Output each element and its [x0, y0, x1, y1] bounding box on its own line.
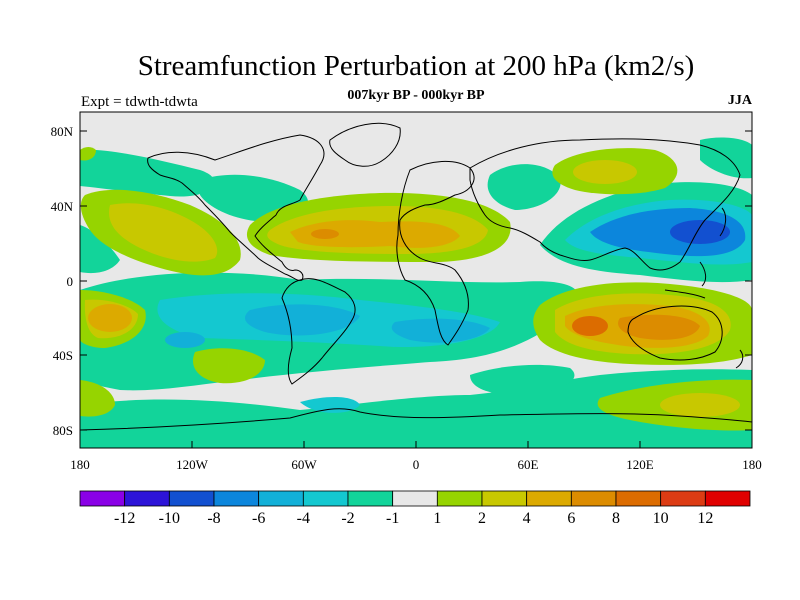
contour-australia-core [618, 314, 700, 340]
contour-south-core-1 [245, 304, 360, 336]
contour-australia-core-west [572, 316, 608, 336]
contour-south-atlantic-yellow [192, 348, 265, 384]
colorbar-label: 6 [567, 510, 575, 527]
contour-far-south [80, 369, 752, 448]
coast-europe-africa [396, 160, 475, 346]
contour-far-south-west [80, 380, 115, 417]
colorbar-swatch [168, 490, 215, 507]
contour-north-eurasia [487, 164, 561, 210]
experiment-label: Expt = tdwth-tdwta [81, 94, 198, 110]
colorbar-swatch [704, 490, 751, 507]
coast-australia [627, 305, 723, 361]
lon-tick-label: 0 [413, 457, 420, 472]
coast-new-zealand [735, 349, 744, 369]
lat-tick-label: 0 [67, 274, 74, 289]
colorbar-swatch [258, 490, 304, 507]
colorbar-label: -2 [341, 510, 354, 527]
lon-tick-label: 120W [176, 457, 209, 472]
plot-title: Streamfunction Perturbation at 200 hPa (… [137, 50, 695, 82]
contour-atlantic-core [311, 229, 339, 239]
contour-arctic-yellow [80, 147, 96, 161]
contour-far-south-east-inner [660, 393, 740, 417]
contour-arctic-east [700, 137, 752, 179]
colorbar-swatch [570, 490, 617, 507]
contour-north-east-inner [573, 160, 637, 184]
lon-tick-label: 180 [742, 457, 762, 472]
colorbar-swatch [79, 490, 126, 507]
coast-antarctica [80, 408, 752, 431]
contour-south-core-2 [391, 318, 490, 343]
coast-asia [469, 138, 741, 271]
lon-tick-label: 120E [626, 457, 654, 472]
lat-tick-label: 40N [51, 199, 74, 214]
coast-north-america [147, 134, 325, 281]
contour-south-pacific-west-core [88, 304, 132, 332]
colorbar-label: -8 [207, 510, 220, 527]
colorbar: -12 -10 -8 -6 -4 -2 -1 1 2 4 6 8 10 12 [79, 490, 751, 527]
longitude-axis: 180 120W 60W 0 60E 120E 180 [70, 441, 762, 472]
colorbar-swatch [124, 490, 170, 507]
colorbar-swatch [436, 490, 483, 507]
lat-tick-label: 40S [53, 348, 73, 363]
lon-tick-label: 60E [518, 457, 539, 472]
coast-greenland [329, 122, 401, 167]
plot-subtitle: 007kyr BP - 000kyr BP [347, 88, 485, 103]
contour-east-pacific-inner [109, 203, 218, 262]
colorbar-label: -4 [297, 510, 310, 527]
colorbar-swatch [392, 490, 438, 507]
lat-tick-label: 80S [53, 423, 73, 438]
lat-tick-label: 80N [51, 124, 74, 139]
contour-south-core-3 [165, 332, 205, 348]
lon-tick-label: 60W [291, 457, 317, 472]
colorbar-label: -1 [386, 510, 399, 527]
latitude-axis: 80N 40N 0 40S 80S [51, 124, 752, 438]
colorbar-label: -10 [159, 510, 180, 527]
contour-atlantic-south [470, 364, 575, 396]
colorbar-swatch [526, 490, 572, 507]
colorbar-label: 4 [523, 510, 531, 527]
season-label: JJA [727, 93, 752, 108]
coast-south-america [281, 278, 356, 385]
colorbar-label: 12 [697, 510, 713, 527]
contour-asia-core [670, 220, 730, 244]
lon-tick-label: 180 [70, 457, 90, 472]
colorbar-swatch [660, 490, 706, 507]
contour-atlantic-africa-inner [290, 220, 460, 248]
colorbar-label: 8 [612, 510, 620, 527]
contour-field [80, 112, 752, 448]
colorbar-swatch [615, 490, 662, 507]
colorbar-swatch [213, 490, 260, 507]
colorbar-swatch [481, 490, 528, 507]
contour-north-pacific [80, 149, 215, 197]
colorbar-label: -12 [114, 510, 135, 527]
coastlines [80, 122, 752, 431]
contour-asia-inner [590, 208, 746, 257]
colorbar-label: 2 [478, 510, 486, 527]
colorbar-swatch [347, 490, 394, 507]
colorbar-label: -6 [252, 510, 265, 527]
colorbar-label: 1 [433, 510, 441, 527]
contour-pacific-west [80, 225, 120, 274]
colorbar-label: 10 [653, 510, 669, 527]
coast-japan-islands [664, 207, 727, 299]
colorbar-swatch [302, 490, 349, 507]
